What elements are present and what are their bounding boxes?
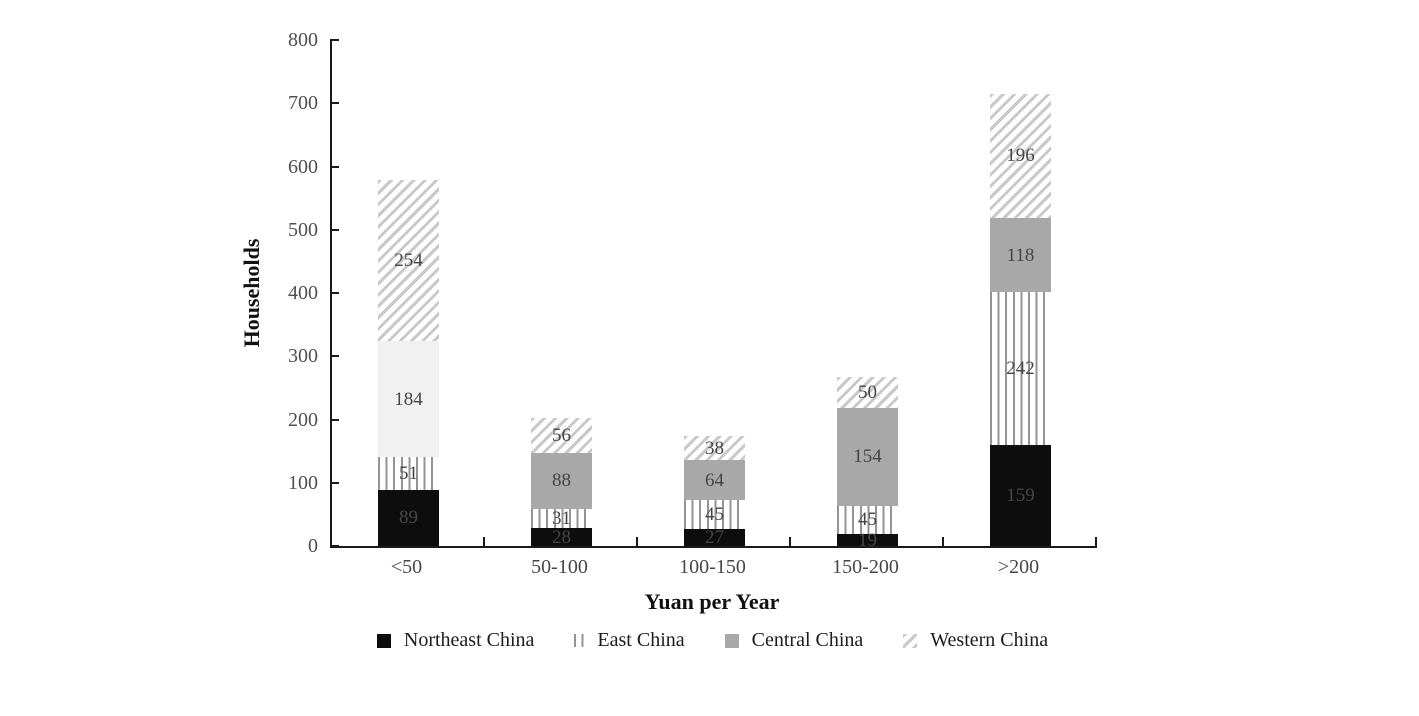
segment-east-china: 45 — [837, 505, 898, 534]
y-tick-mark — [330, 481, 339, 484]
y-tick-label: 700 — [288, 92, 318, 115]
bar-50-100: 28 31 88 56 — [531, 417, 592, 548]
segment-east-china: 242 — [990, 292, 1051, 446]
x-category-label: 50-100 — [531, 556, 588, 578]
legend-item-east-china: East China — [574, 629, 685, 652]
segment-value-label: 154 — [853, 446, 882, 468]
legend-label: Central China — [751, 629, 864, 651]
segment-central-china: 64 — [684, 460, 745, 501]
segment-western-china: 50 — [837, 376, 898, 409]
segment-northeast-china: 28 — [531, 526, 592, 548]
segment-northeast-china: 159 — [990, 445, 1051, 546]
segment-value-label: 45 — [705, 504, 724, 526]
y-tick-mark — [330, 355, 339, 358]
segment-value-label: 88 — [552, 470, 571, 492]
y-tick-label: 100 — [288, 471, 318, 494]
segment-northeast-china: 19 — [837, 531, 898, 550]
segment-east-china: 45 — [684, 500, 745, 529]
bar-100-150: 27 45 64 38 — [684, 435, 745, 548]
segment-central-china: 118 — [990, 217, 1051, 293]
y-tick-label: 200 — [288, 408, 318, 431]
diagonal-hatch-swatch-icon — [903, 633, 918, 648]
x-tick-mark — [483, 537, 485, 546]
segment-east-china: 31 — [531, 508, 592, 529]
segment-value-label: 254 — [394, 250, 423, 272]
segment-northeast-china: 27 — [684, 526, 745, 548]
y-tick-label: 0 — [308, 535, 318, 557]
segment-value-label: 27 — [705, 526, 724, 548]
x-axis-title: Yuan per Year — [644, 589, 780, 614]
bar-150-200: 19 45 154 50 — [837, 376, 898, 550]
segment-value-label: 45 — [858, 509, 877, 531]
vertical-lines-swatch-icon — [574, 634, 585, 647]
segment-northeast-china: 89 — [378, 489, 439, 546]
y-tick-label: 400 — [288, 282, 318, 304]
segment-value-label: 56 — [552, 424, 571, 446]
legend-item-northeast-china: Northeast China — [376, 629, 535, 652]
segment-value-label: 242 — [1006, 358, 1035, 380]
bar-<50: 89 51 184 254 — [378, 180, 439, 546]
segment-central-china: 154 — [837, 408, 898, 506]
y-tick-mark — [330, 102, 339, 105]
segment-value-label: 184 — [394, 388, 423, 410]
x-category-label: <50 — [390, 556, 423, 578]
segment-central-china: 88 — [531, 453, 592, 509]
segment-value-label: 89 — [399, 507, 418, 529]
segment-east-china: 51 — [378, 457, 439, 490]
segment-value-label: 38 — [705, 437, 724, 459]
x-category-label: 150-200 — [832, 556, 899, 578]
segment-central-china: 184 — [378, 341, 439, 458]
segment-value-label: 64 — [705, 469, 724, 491]
legend-item-central-china: Central China — [724, 629, 864, 652]
y-tick-label: 500 — [288, 218, 318, 241]
solid-gray-swatch-icon — [724, 633, 739, 648]
legend-label: Northeast China — [403, 629, 535, 651]
x-tick-mark — [789, 537, 791, 546]
segment-value-label: 51 — [399, 463, 418, 485]
segment-value-label: 196 — [1006, 145, 1035, 167]
legend-label: East China — [597, 629, 685, 651]
y-tick-mark — [330, 292, 339, 294]
segment-value-label: 31 — [552, 508, 571, 529]
x-tick-mark — [942, 537, 944, 546]
segment-value-label: 159 — [1006, 485, 1035, 507]
segment-western-china: 254 — [378, 180, 439, 342]
segment-value-label: 50 — [858, 381, 877, 403]
y-tick-label: 600 — [288, 155, 318, 178]
segment-western-china: 56 — [531, 417, 592, 454]
segment-value-label: 118 — [1006, 244, 1035, 266]
bar->200: 159 242 118 196 — [990, 93, 1051, 546]
x-tick-mark — [1095, 537, 1097, 546]
solid-black-swatch-icon — [376, 633, 391, 648]
legend-label: Western China — [930, 629, 1049, 651]
segment-western-china: 196 — [990, 93, 1051, 218]
y-tick-mark — [330, 418, 339, 421]
segment-value-label: 19 — [858, 529, 877, 551]
legend-item-western-china: Western China — [903, 629, 1048, 652]
y-tick-label: 300 — [288, 345, 318, 368]
y-tick-mark — [330, 165, 339, 168]
segment-value-label: 28 — [552, 526, 571, 548]
y-tick-mark — [330, 228, 339, 231]
legend: Northeast China East China Central China We… — [330, 629, 1095, 652]
y-tick-mark — [330, 39, 339, 41]
plot-area: 89 51 184 254 28 31 88 56 27 45 64 38 19 45 154 50 159 24… — [330, 40, 1097, 550]
y-tick-label: 800 — [288, 29, 318, 51]
x-tick-mark — [636, 537, 638, 546]
segment-western-china: 38 — [684, 435, 745, 461]
x-category-label: >200 — [997, 556, 1040, 578]
x-category-label: 100-150 — [679, 556, 746, 578]
